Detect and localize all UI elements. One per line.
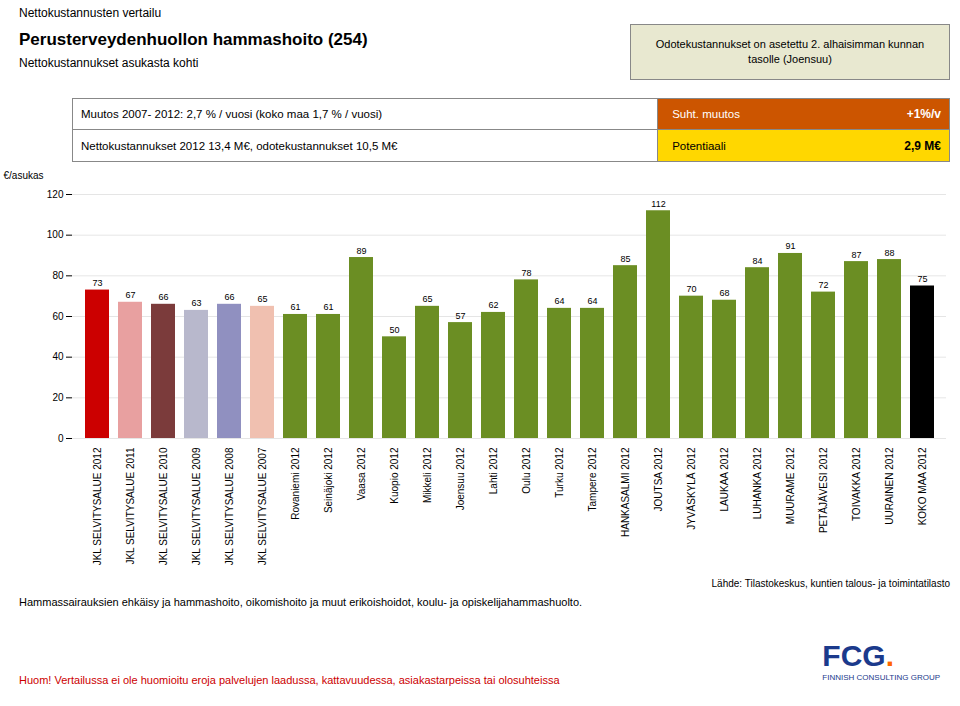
- svg-text:62: 62: [488, 300, 498, 310]
- svg-text:Tampere 2012: Tampere 2012: [587, 447, 598, 511]
- svg-text:JKL SELVITYSALUE 2007: JKL SELVITYSALUE 2007: [257, 447, 268, 565]
- svg-text:72: 72: [818, 280, 828, 290]
- svg-text:LUHANKA 2012: LUHANKA 2012: [752, 447, 763, 519]
- svg-text:65: 65: [422, 294, 432, 304]
- svg-text:JKL SELVITYSALUE 2011: JKL SELVITYSALUE 2011: [125, 447, 136, 565]
- html-text:FCG.: FCG.: [822, 639, 894, 672]
- html-text:Hammassairauksien ehkäisy ja h: Hammassairauksien ehkäisy ja hammashoito…: [19, 596, 583, 608]
- svg-text:MUURAME 2012: MUURAME 2012: [785, 447, 796, 524]
- svg-text:87: 87: [851, 250, 861, 260]
- svg-text:UURAINEN 2012: UURAINEN 2012: [884, 447, 895, 525]
- svg-text:64: 64: [554, 296, 564, 306]
- svg-text:JKL SELVITYSALUE 2009: JKL SELVITYSALUE 2009: [191, 447, 202, 565]
- svg-text:HANKASALMI 2012: HANKASALMI 2012: [620, 447, 631, 537]
- html-text:Nettokustannusten vertailu: Nettokustannusten vertailu: [19, 6, 162, 20]
- svg-text:60: 60: [52, 311, 64, 322]
- svg-text:78: 78: [521, 268, 531, 278]
- svg-text:Mikkeli 2012: Mikkeli 2012: [422, 447, 433, 503]
- svg-text:120: 120: [47, 189, 64, 200]
- svg-text:70: 70: [686, 284, 696, 294]
- svg-text:Rovaniemi 2012: Rovaniemi 2012: [290, 447, 301, 520]
- svg-text:JKL SELVITYSALUE 2012: JKL SELVITYSALUE 2012: [92, 447, 103, 565]
- svg-text:0: 0: [58, 433, 64, 444]
- svg-text:64: 64: [587, 296, 597, 306]
- svg-text:Turku 2012: Turku 2012: [554, 447, 565, 498]
- svg-text:73: 73: [92, 278, 102, 288]
- svg-text:LAUKAA 2012: LAUKAA 2012: [719, 447, 730, 511]
- svg-text:Lahti 2012: Lahti 2012: [488, 447, 499, 494]
- svg-text:57: 57: [455, 311, 465, 321]
- svg-text:Vaasa 2012: Vaasa 2012: [356, 447, 367, 500]
- svg-text:61: 61: [290, 302, 300, 312]
- svg-text:63: 63: [191, 298, 201, 308]
- svg-text:100: 100: [47, 229, 64, 240]
- html-text:Huom! Vertailussa ei ole huomi: Huom! Vertailussa ei ole huomioitu eroja…: [19, 674, 560, 686]
- html-text:2,9 M€: 2,9 M€: [904, 138, 941, 153]
- svg-text:84: 84: [752, 256, 762, 266]
- svg-text:89: 89: [356, 246, 366, 256]
- svg-text:JYVÄSKYLÄ 2012: JYVÄSKYLÄ 2012: [686, 447, 697, 530]
- svg-text:40: 40: [52, 351, 64, 362]
- svg-text:66: 66: [158, 292, 168, 302]
- html-text:Nettokustannukset asukasta koh: Nettokustannukset asukasta kohti: [19, 56, 199, 70]
- svg-text:€/asukas: €/asukas: [4, 170, 44, 181]
- svg-text:66: 66: [224, 292, 234, 302]
- svg-text:PETÄJÄVESI 2012: PETÄJÄVESI 2012: [818, 447, 829, 533]
- svg-text:91: 91: [785, 241, 795, 251]
- svg-text:Seinäjoki 2012: Seinäjoki 2012: [323, 447, 334, 513]
- svg-text:TOIVAKKA 2012: TOIVAKKA 2012: [851, 447, 862, 521]
- svg-text:88: 88: [884, 248, 894, 258]
- svg-text:JOUTSA 2012: JOUTSA 2012: [653, 447, 664, 511]
- svg-text:112: 112: [651, 199, 665, 209]
- svg-text:75: 75: [917, 274, 927, 284]
- svg-text:80: 80: [52, 270, 64, 281]
- html-text:Odotekustannukset on asetettu: Odotekustannukset on asetettu 2. alhaisi…: [655, 38, 925, 65]
- svg-text:Kuopio 2012: Kuopio 2012: [389, 447, 400, 504]
- svg-text:Joensuu 2012: Joensuu 2012: [455, 447, 466, 510]
- svg-text:50: 50: [389, 325, 399, 335]
- html-text:Potentiaali: Potentiaali: [672, 139, 726, 152]
- svg-text:67: 67: [125, 290, 135, 300]
- svg-text:JKL SELVITYSALUE 2008: JKL SELVITYSALUE 2008: [224, 447, 235, 565]
- html-text:Lähde: Tilastokeskus, kuntien: Lähde: Tilastokeskus, kuntien talous- ja…: [711, 578, 950, 589]
- svg-text:61: 61: [323, 302, 333, 312]
- svg-text:85: 85: [620, 254, 630, 264]
- html-text:FINNISH CONSULTING GROUP: FINNISH CONSULTING GROUP: [822, 673, 940, 682]
- svg-text:KOKO MAA 2012: KOKO MAA 2012: [917, 447, 928, 525]
- svg-text:20: 20: [52, 392, 64, 403]
- html-text:Perusterveydenhuollon hammasho: Perusterveydenhuollon hammashoito (254): [19, 30, 368, 49]
- svg-text:68: 68: [719, 288, 729, 298]
- html-text:Suht. muutos: Suht. muutos: [672, 108, 740, 120]
- html-text:Nettokustannukset 2012 13,4 M€: Nettokustannukset 2012 13,4 M€, odotekus…: [81, 139, 398, 152]
- svg-text:JKL SELVITYSALUE 2010: JKL SELVITYSALUE 2010: [158, 447, 169, 565]
- html-text:Muutos 2007- 2012: 2,7 % / vuo: Muutos 2007- 2012: 2,7 % / vuosi (koko m…: [81, 108, 383, 120]
- svg-text:65: 65: [257, 294, 267, 304]
- html-text:+1%/v: +1%/v: [906, 107, 941, 121]
- svg-text:Oulu 2012: Oulu 2012: [521, 447, 532, 494]
